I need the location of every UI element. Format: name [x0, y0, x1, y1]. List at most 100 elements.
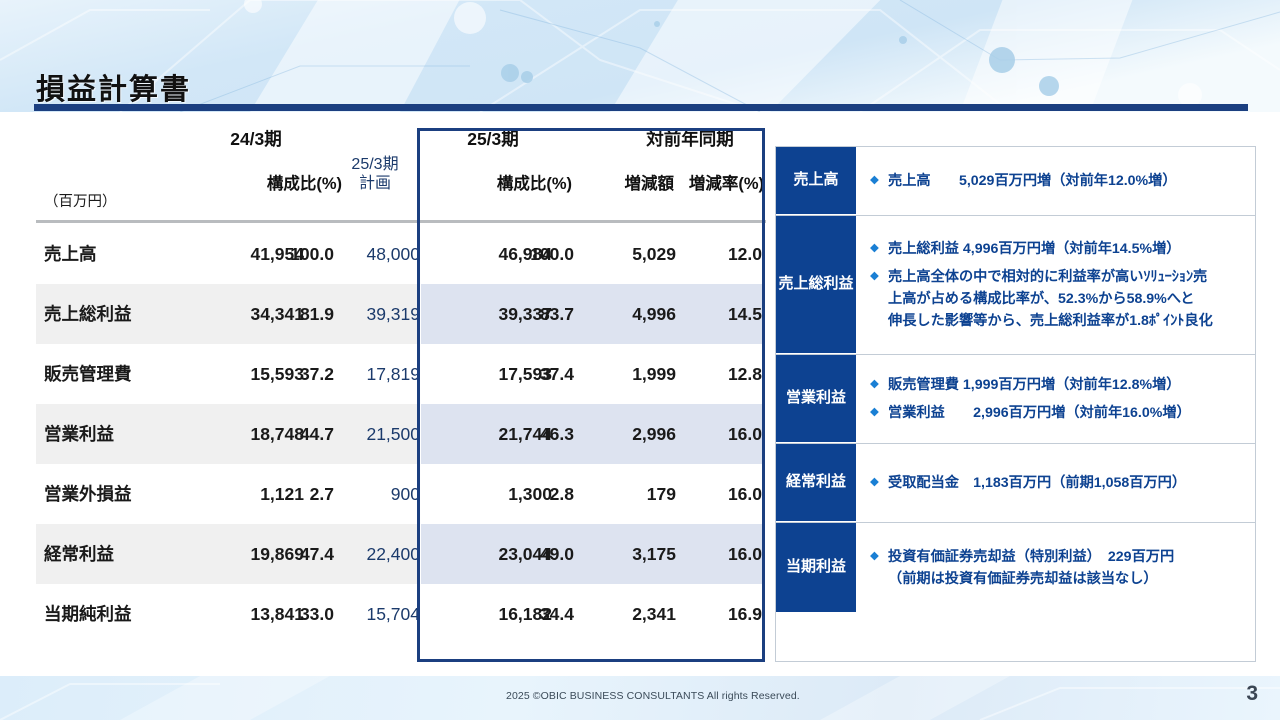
key-line1: 経常 — [785, 473, 816, 491]
page-number: 3 — [1246, 682, 1258, 705]
key-line1: 当期 — [785, 558, 816, 576]
bullet-item: ◆ 販売管理費 1,999百万円増（対前年12.8%増） — [870, 374, 1243, 396]
row-stripe-left — [36, 404, 418, 464]
value-prev-year: 19,869 — [250, 544, 304, 564]
key-line2: 利益 — [816, 558, 847, 576]
header-plan: 25/3期 計画 — [334, 156, 416, 194]
delta-amount: 4,996 — [632, 304, 676, 324]
commentary-key-net-profit: 当期 利益 — [776, 523, 856, 612]
ratio-prev-year: 100.0 — [290, 244, 334, 264]
commentary-row-operating-profit: 営業 利益 ◆ 販売管理費 1,999百万円増（対前年12.8%増） ◆ 営業利… — [776, 355, 1255, 444]
table-row: 営業利益 18,748 44.7 21,500 21,744 46.3 2,996 16.0 — [0, 404, 768, 464]
row-label: 営業利益 — [44, 424, 114, 444]
bullet-text: 販売管理費 1,999百万円増（対前年12.8%増） — [888, 377, 1181, 393]
value-plan: 17,819 — [366, 364, 420, 384]
key-line2: 利益 — [816, 473, 847, 491]
value-plan: 39,319 — [366, 304, 420, 324]
delta-rate: 12.0 — [727, 244, 762, 264]
slide-footer-band: 2025 ©OBIC BUSINESS CONSULTANTS All righ… — [0, 676, 1280, 720]
table-row: 当期純利益 13,841 33.0 15,704 16,182 34.4 2,341 16.9 — [0, 584, 768, 644]
value-prev-year: 15,593 — [250, 364, 304, 384]
header-plan-line1: 25/3期 — [351, 156, 399, 173]
footer-decoration — [0, 676, 1280, 720]
bullet-text: 営業利益 2,996百万円増（対前年16.0%増） — [888, 405, 1191, 421]
commentary-row-net-profit: 当期 利益 ◆ 投資有価証券売却益（特別利益） 229百万円 （前期は投資有価証… — [776, 523, 1255, 612]
value-prev-year: 1,121 — [260, 484, 304, 504]
ratio-prev-year: 33.0 — [299, 604, 334, 624]
header-divider — [36, 220, 766, 223]
diamond-bullet-icon: ◆ — [870, 270, 879, 282]
table-header: 24/3期 構成比(%) 25/3期 計画 25/3期 対前年同期 構成比(%)… — [0, 112, 768, 224]
table-row: 売上総利益 34,341 81.9 39,319 39,337 83.7 4,996 14.5 — [0, 284, 768, 344]
header-plan-line2: 計画 — [358, 174, 391, 192]
bullet-text: 投資有価証券売却益（特別利益） 229百万円 （前期は投資有価証券売却益は該当な… — [888, 546, 1243, 590]
ratio-this-year: 37.4 — [539, 364, 574, 384]
commentary-row-gross-profit: 売上 総利益 ◆ 売上総利益 4,996百万円増（対前年14.5%増） ◆ 売上… — [776, 216, 1255, 355]
bullet-text-line3: 伸長した影響等から、売上総利益率が1.8ﾎﾟｲﾝﾄ良化 — [888, 313, 1213, 329]
ratio-prev-year: 81.9 — [299, 304, 334, 324]
value-prev-year: 41,954 — [250, 244, 304, 264]
income-statement-table: 24/3期 構成比(%) 25/3期 計画 25/3期 対前年同期 構成比(%)… — [0, 112, 768, 676]
header-delta-rate: 増減率(%) — [688, 175, 764, 193]
slide-header-band: 損益計算書 — [0, 0, 1280, 112]
value-plan: 15,704 — [366, 604, 420, 624]
key-line2: 総利益 — [808, 275, 854, 293]
commentary-key-sales: 売上高 — [776, 147, 856, 215]
diamond-bullet-icon: ◆ — [870, 378, 879, 390]
delta-rate: 16.0 — [727, 484, 762, 504]
delta-amount: 5,029 — [632, 244, 676, 264]
delta-amount: 2,341 — [632, 604, 676, 624]
row-stripe-left — [36, 284, 418, 344]
bullet-item: ◆ 売上総利益 4,996百万円増（対前年14.5%増） — [870, 238, 1243, 260]
bullet-item: ◆ 売上高全体の中で相対的に利益率が高いｿﾘｭｰｼｮﾝ売 上高が占める構成比率が… — [870, 266, 1243, 332]
value-prev-year: 18,748 — [250, 424, 304, 444]
delta-amount: 2,996 — [632, 424, 676, 444]
ratio-this-year: 2.8 — [549, 484, 574, 504]
value-this-year: 21,744 — [498, 424, 552, 444]
value-this-year: 23,044 — [498, 544, 552, 564]
header-prev-year: 24/3期 — [230, 129, 282, 149]
commentary-body-ordinary-profit: ◆ 受取配当金 1,183百万円（前期1,058百万円） — [856, 444, 1255, 522]
delta-rate: 16.0 — [727, 544, 762, 564]
bullet-item: ◆ 投資有価証券売却益（特別利益） 229百万円 （前期は投資有価証券売却益は該… — [870, 546, 1243, 590]
ratio-prev-year: 47.4 — [299, 544, 334, 564]
table-row: 販売管理費 15,593 37.2 17,819 17,593 37.4 1,999 12.8 — [0, 344, 768, 404]
ratio-prev-year: 2.7 — [309, 484, 334, 504]
diamond-bullet-icon: ◆ — [870, 406, 879, 418]
header-decoration — [0, 0, 1280, 112]
ratio-this-year: 34.4 — [539, 604, 574, 624]
row-label: 販売管理費 — [44, 364, 132, 384]
value-this-year: 1,300 — [508, 484, 552, 504]
header-this-year: 25/3期 — [467, 129, 519, 149]
unit-label: （百万円） — [44, 194, 117, 210]
row-stripe-right — [421, 284, 762, 344]
copyright-text: 2025 ©OBIC BUSINESS CONSULTANTS All righ… — [506, 690, 800, 702]
ratio-this-year: 49.0 — [539, 544, 574, 564]
table-row: 営業外損益 1,121 2.7 900 1,300 2.8 179 16.0 — [0, 464, 768, 524]
value-this-year: 16,182 — [498, 604, 552, 624]
table-row: 経常利益 19,869 47.4 22,400 23,044 49.0 3,175 16.0 — [0, 524, 768, 584]
key-line1: 売上 — [778, 275, 809, 293]
value-plan: 21,500 — [366, 424, 420, 444]
value-plan: 900 — [390, 484, 420, 504]
value-this-year: 39,337 — [498, 304, 552, 324]
value-plan: 22,400 — [366, 544, 420, 564]
value-this-year: 17,593 — [498, 364, 552, 384]
delta-amount: 3,175 — [632, 544, 676, 564]
row-label: 売上高 — [44, 244, 97, 264]
row-label: 売上総利益 — [44, 304, 132, 324]
commentary-row-ordinary-profit: 経常 利益 ◆ 受取配当金 1,183百万円（前期1,058百万円） — [776, 444, 1255, 523]
row-label: 営業外損益 — [44, 484, 132, 504]
header-delta-amount: 増減額 — [624, 175, 675, 193]
ratio-this-year: 83.7 — [539, 304, 574, 324]
value-prev-year: 34,341 — [250, 304, 304, 324]
bullet-text: 売上総利益 4,996百万円増（対前年14.5%増） — [888, 241, 1181, 257]
commentary-row-sales: 売上高 ◆ 売上高 5,029百万円増（対前年12.0%増） — [776, 147, 1255, 216]
commentary-body-operating-profit: ◆ 販売管理費 1,999百万円増（対前年12.8%増） ◆ 営業利益 2,99… — [856, 355, 1255, 443]
delta-rate: 16.0 — [727, 424, 762, 444]
row-stripe-left — [36, 524, 418, 584]
ratio-prev-year: 44.7 — [299, 424, 334, 444]
value-this-year: 46,984 — [498, 244, 552, 264]
delta-rate: 16.9 — [727, 604, 762, 624]
header-ratio-prev: 構成比(%) — [266, 175, 342, 193]
